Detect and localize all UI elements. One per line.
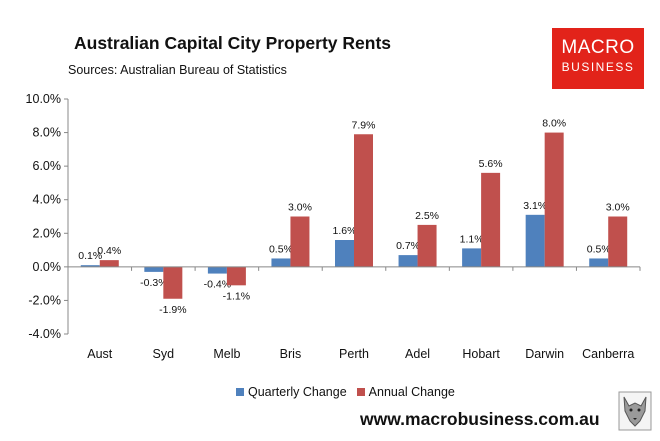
bar-quarterly-darwin bbox=[525, 214, 545, 267]
data-label-quarterly-aust: 0.1% bbox=[78, 250, 102, 262]
bar-quarterly-syd bbox=[144, 266, 164, 272]
data-label-quarterly-canberra: 0.5% bbox=[587, 243, 611, 255]
data-label-quarterly-melb: -0.4% bbox=[204, 279, 231, 291]
bar-annual-bris bbox=[290, 216, 310, 267]
x-category-label-darwin: Darwin bbox=[525, 347, 564, 361]
bar-quarterly-aust bbox=[80, 265, 100, 267]
wolf-mascot-icon bbox=[618, 391, 652, 431]
legend-label-quarterly: Quarterly Change bbox=[248, 385, 347, 399]
x-category-label-canberra: Canberra bbox=[582, 347, 634, 361]
legend-label-annual: Annual Change bbox=[368, 385, 455, 399]
data-label-annual-bris: 3.0% bbox=[288, 202, 312, 214]
x-category-label-aust: Aust bbox=[87, 347, 113, 361]
data-label-annual-canberra: 3.0% bbox=[606, 202, 630, 214]
bar-quarterly-bris bbox=[271, 258, 291, 267]
bar-quarterly-canberra bbox=[589, 258, 609, 267]
bar-annual-adel bbox=[417, 224, 437, 267]
bar-quarterly-perth bbox=[335, 240, 354, 267]
website-url: www.macrobusiness.com.au bbox=[360, 409, 600, 429]
y-tick-label: -4.0% bbox=[28, 327, 61, 341]
bar-quarterly-adel bbox=[398, 255, 418, 267]
y-tick-label: 8.0% bbox=[33, 126, 62, 140]
bar-annual-aust bbox=[99, 260, 119, 267]
data-label-annual-perth: 7.9% bbox=[352, 119, 376, 131]
data-label-quarterly-hobart: 1.1% bbox=[460, 233, 484, 245]
data-label-annual-syd: -1.9% bbox=[159, 304, 186, 316]
logo-line-1: MACRO bbox=[561, 37, 635, 58]
data-label-annual-melb: -1.1% bbox=[223, 290, 250, 302]
legend-item-quarterly: Quarterly Change bbox=[236, 385, 347, 399]
x-category-label-hobart: Hobart bbox=[462, 347, 500, 361]
legend-swatch-annual bbox=[356, 388, 365, 396]
bar-annual-darwin bbox=[544, 132, 564, 267]
data-label-annual-hobart: 5.6% bbox=[479, 158, 503, 170]
data-label-quarterly-syd: -0.3% bbox=[140, 277, 167, 289]
data-label-quarterly-adel: 0.7% bbox=[396, 240, 420, 252]
chart-title: Australian Capital City Property Rents bbox=[74, 33, 392, 53]
bar-quarterly-hobart bbox=[462, 248, 482, 267]
data-label-quarterly-perth: 1.6% bbox=[333, 225, 357, 237]
bar-annual-syd bbox=[163, 266, 183, 299]
data-label-quarterly-darwin: 3.1% bbox=[523, 200, 547, 212]
x-category-label-syd: Syd bbox=[153, 347, 175, 361]
data-label-quarterly-bris: 0.5% bbox=[269, 243, 293, 255]
bar-annual-canberra bbox=[608, 216, 628, 267]
y-tick-label: 6.0% bbox=[33, 159, 62, 173]
data-label-annual-adel: 2.5% bbox=[415, 210, 439, 222]
legend-swatch-quarterly bbox=[236, 388, 244, 396]
x-category-label-melb: Melb bbox=[213, 347, 240, 361]
x-category-label-bris: Bris bbox=[280, 347, 302, 361]
y-tick-label: 10.0% bbox=[26, 92, 61, 106]
y-tick-label: -2.0% bbox=[28, 293, 61, 307]
data-label-annual-aust: 0.4% bbox=[97, 245, 121, 257]
x-category-label-adel: Adel bbox=[405, 347, 430, 361]
macrobusiness-logo: MACRO BUSINESS bbox=[552, 28, 644, 89]
data-label-annual-darwin: 8.0% bbox=[542, 118, 566, 130]
y-tick-label: 4.0% bbox=[33, 193, 62, 207]
bar-annual-hobart bbox=[481, 172, 501, 267]
y-tick-label: 2.0% bbox=[33, 226, 62, 240]
chart-subtitle: Sources: Australian Bureau of Statistics bbox=[68, 63, 287, 77]
chart-legend: Quarterly Change Annual Change bbox=[236, 385, 465, 399]
bar-annual-perth bbox=[354, 134, 373, 267]
y-tick-label: 0.0% bbox=[33, 260, 62, 274]
x-category-label-perth: Perth bbox=[339, 347, 369, 361]
legend-item-annual: Annual Change bbox=[356, 385, 455, 399]
bar-quarterly-melb bbox=[207, 266, 227, 274]
bar-annual-melb bbox=[226, 266, 246, 286]
logo-line-2: BUSINESS bbox=[561, 60, 635, 74]
